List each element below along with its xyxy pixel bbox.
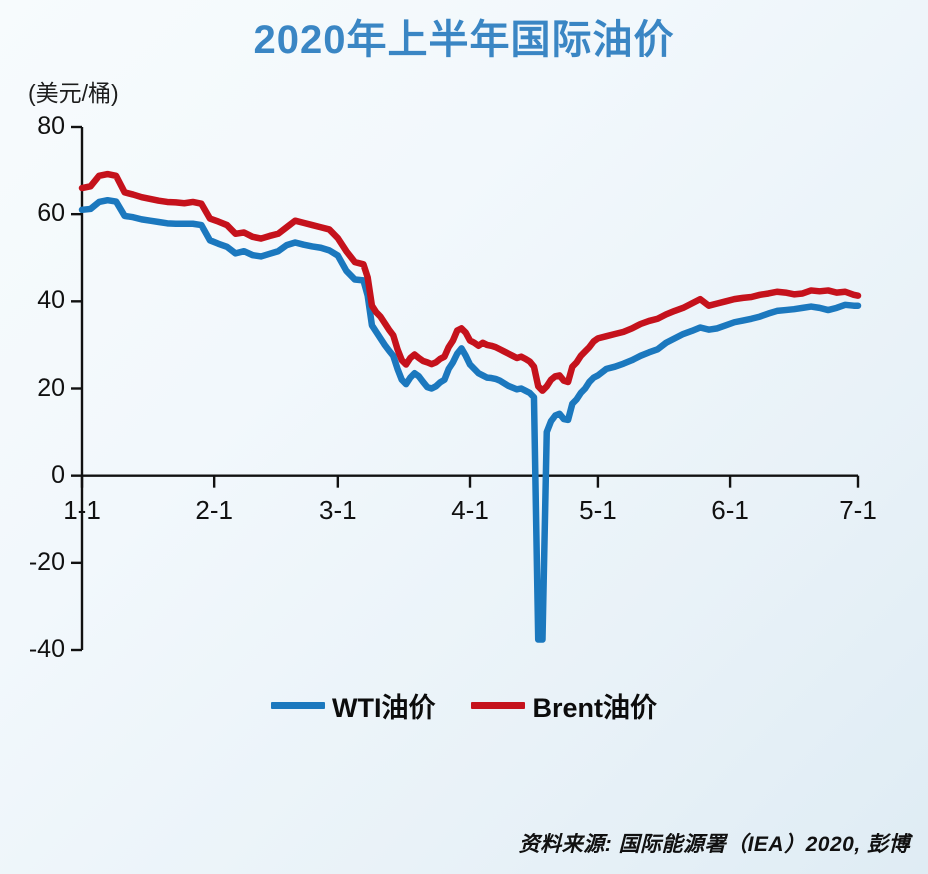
x-tick-label-6-1: 6-1 [711, 494, 749, 525]
series-line-brent [78, 170, 862, 394]
x-tick-label-1-1: 1-1 [63, 494, 101, 525]
legend-item-brent[interactable]: Brent油价 [471, 686, 657, 725]
x-tick-label-5-1: 5-1 [579, 494, 617, 525]
source-note: 资料来源: 国际能源署（IEA）2020, 彭博 [518, 833, 910, 856]
y-tick-label--40: -40 [28, 635, 65, 663]
x-tick-label-7-1: 7-1 [839, 494, 877, 525]
x-tick-label-3-1: 3-1 [319, 494, 357, 525]
x-tick-label-4-1: 4-1 [451, 494, 489, 525]
y-tick-label-20: 20 [37, 373, 65, 402]
y-tick-label-0: 0 [51, 460, 65, 489]
legend-label-brent: Brent油价 [532, 693, 657, 723]
legend-swatch-brent [471, 702, 526, 709]
legend-item-wti[interactable]: WTI油价 [271, 686, 435, 725]
series-line-wti [78, 196, 862, 643]
series-layer [78, 170, 862, 643]
axes-layer [71, 125, 860, 652]
x-tick-label-2-1: 2-1 [195, 494, 233, 525]
legend-swatch-wti [271, 702, 325, 709]
y-tick-label-40: 40 [37, 286, 65, 315]
y-tick-label--20: -20 [28, 547, 65, 576]
page-title: 2020年上半年国际油价 [253, 18, 675, 62]
chart-legend: WTI油价 Brent油价 [0, 686, 928, 725]
y-tick-label-80: 80 [37, 112, 65, 140]
y-tick-label-60: 60 [37, 199, 65, 228]
y-axis-unit-label: (美元/桶) [28, 80, 119, 106]
legend-label-wti: WTI油价 [332, 693, 436, 723]
